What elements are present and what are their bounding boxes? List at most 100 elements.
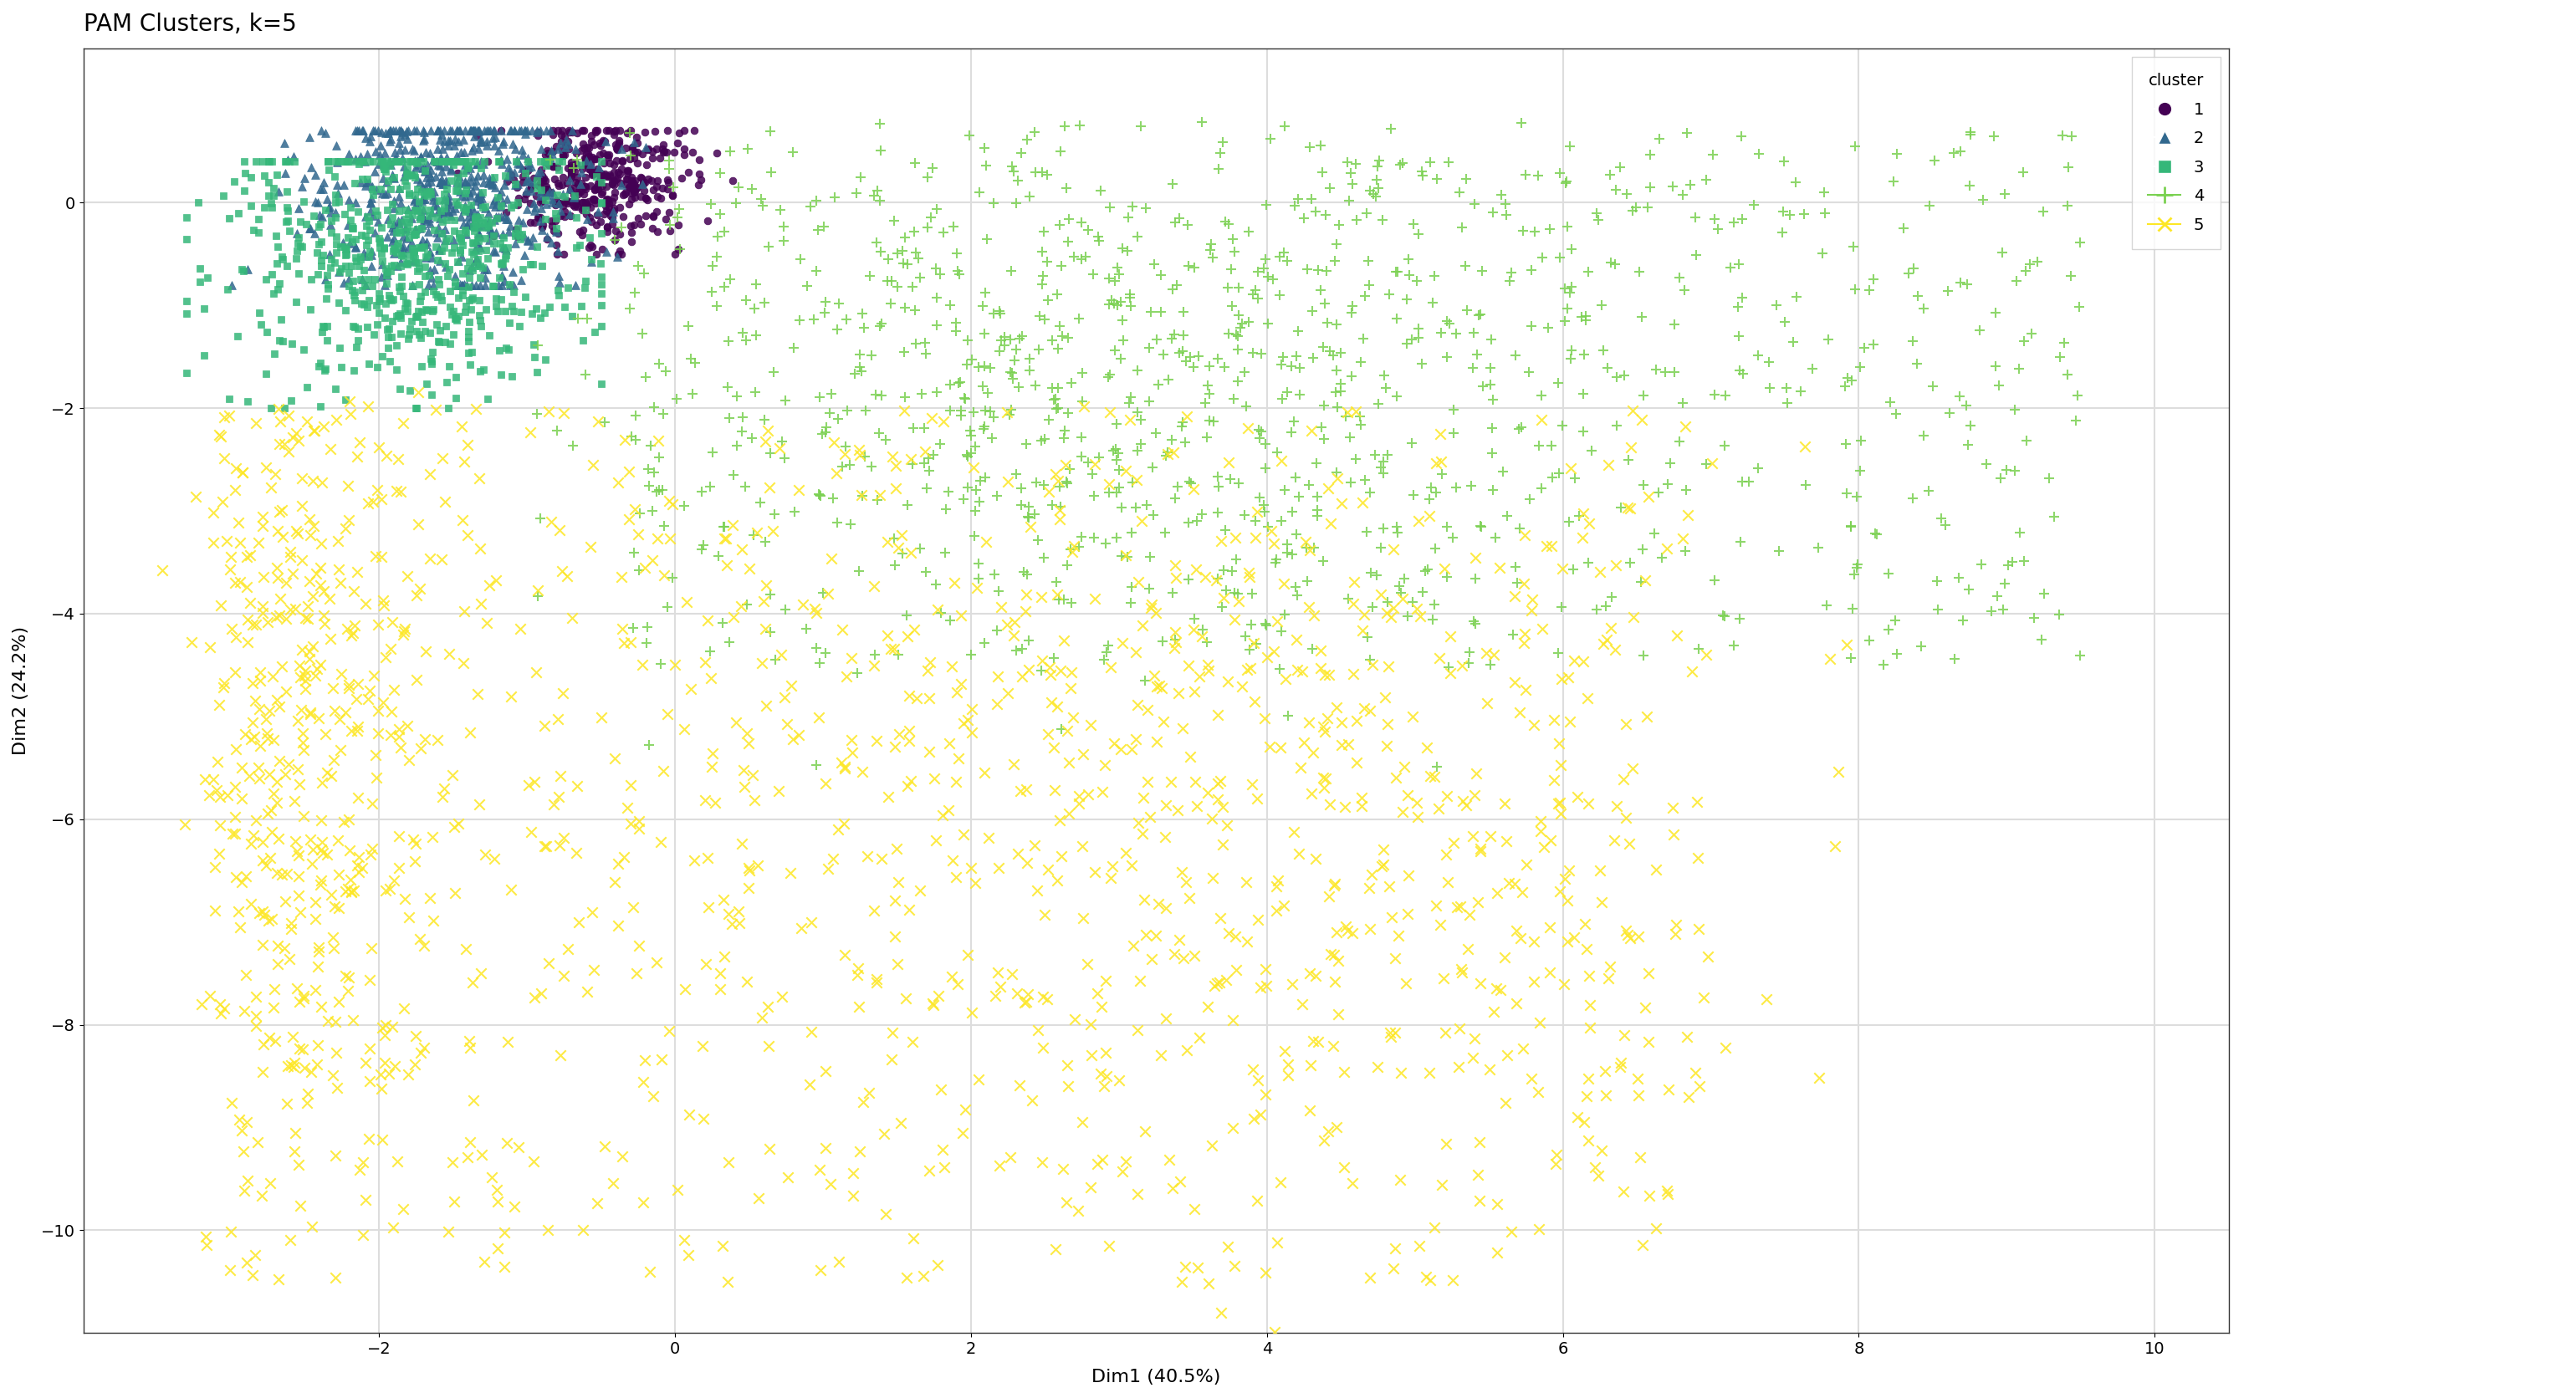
- Point: [283, 664, 325, 686]
- Point: [289, 507, 330, 530]
- Point: [371, 150, 412, 172]
- Point: [489, 312, 531, 334]
- Point: [526, 175, 567, 197]
- Point: [299, 215, 340, 238]
- Point: [422, 150, 464, 172]
- Point: [222, 871, 263, 893]
- Point: [912, 443, 953, 466]
- Point: [538, 137, 580, 159]
- Point: [255, 225, 296, 247]
- Point: [1257, 870, 1298, 892]
- Point: [1440, 654, 1481, 677]
- Point: [404, 233, 446, 256]
- Point: [904, 452, 945, 474]
- Point: [538, 192, 580, 214]
- Point: [420, 168, 461, 190]
- Point: [670, 347, 711, 369]
- Point: [1273, 821, 1314, 843]
- Point: [1394, 484, 1435, 506]
- Point: [1242, 257, 1283, 280]
- Point: [1097, 294, 1139, 316]
- Point: [1499, 418, 1540, 440]
- Point: [245, 854, 286, 877]
- Point: [412, 274, 453, 296]
- Point: [562, 1219, 603, 1241]
- Point: [265, 607, 307, 629]
- Point: [829, 513, 871, 535]
- Point: [873, 555, 914, 577]
- Point: [1548, 930, 1589, 952]
- Point: [482, 222, 523, 245]
- Point: [760, 438, 801, 460]
- Point: [587, 144, 629, 166]
- Point: [366, 273, 407, 295]
- Point: [1358, 155, 1399, 178]
- Point: [1607, 924, 1649, 946]
- Point: [665, 495, 706, 517]
- Point: [410, 143, 451, 165]
- Point: [209, 207, 250, 229]
- Point: [582, 238, 623, 260]
- Point: [603, 1145, 644, 1167]
- Point: [549, 166, 590, 189]
- Point: [1203, 833, 1244, 856]
- Point: [1512, 259, 1553, 281]
- Point: [394, 199, 435, 221]
- Point: [855, 643, 896, 665]
- Point: [487, 1030, 528, 1053]
- Point: [291, 853, 332, 875]
- Point: [582, 175, 623, 197]
- Point: [1409, 477, 1450, 499]
- Point: [574, 214, 616, 236]
- Point: [379, 131, 420, 154]
- Point: [1597, 366, 1638, 389]
- Point: [1224, 503, 1265, 526]
- Point: [564, 151, 605, 173]
- Point: [402, 355, 443, 377]
- Point: [474, 189, 515, 211]
- Point: [381, 266, 422, 288]
- Point: [358, 356, 399, 379]
- Point: [647, 596, 688, 618]
- Point: [598, 243, 639, 266]
- Point: [332, 217, 374, 239]
- Point: [1440, 180, 1481, 203]
- Point: [278, 1037, 319, 1060]
- Point: [927, 481, 969, 503]
- Point: [1038, 475, 1079, 498]
- Point: [533, 182, 574, 204]
- Point: [528, 154, 569, 176]
- Point: [348, 130, 389, 152]
- Point: [765, 598, 806, 621]
- Point: [1270, 421, 1311, 443]
- Point: [1236, 909, 1278, 931]
- Point: [747, 236, 788, 259]
- Point: [1577, 598, 1618, 621]
- Point: [314, 183, 355, 206]
- Point: [1136, 730, 1177, 752]
- Point: [1048, 1075, 1090, 1097]
- Point: [1685, 453, 1726, 475]
- Point: [1406, 558, 1448, 580]
- Point: [368, 337, 410, 359]
- Point: [384, 285, 425, 308]
- Point: [417, 138, 459, 161]
- Point: [520, 137, 562, 159]
- Point: [958, 356, 999, 379]
- Point: [394, 240, 435, 263]
- Point: [1909, 194, 1950, 217]
- Point: [392, 310, 433, 333]
- Point: [889, 899, 930, 921]
- Point: [219, 531, 260, 554]
- Point: [1350, 863, 1391, 885]
- Point: [1587, 356, 1628, 379]
- Point: [649, 489, 690, 512]
- Point: [167, 362, 209, 384]
- Point: [1852, 334, 1893, 356]
- Point: [533, 193, 574, 215]
- Point: [428, 193, 469, 215]
- Point: [366, 646, 407, 668]
- Point: [263, 330, 304, 352]
- Point: [1007, 658, 1048, 681]
- Point: [394, 140, 435, 162]
